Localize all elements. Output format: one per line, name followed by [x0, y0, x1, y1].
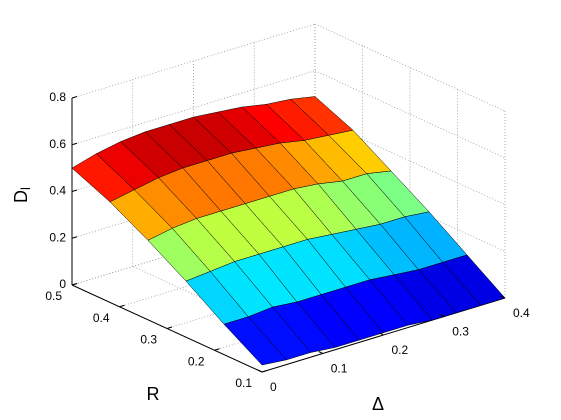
y-tick [71, 283, 78, 286]
x-tick [257, 369, 263, 373]
grid-line [314, 23, 506, 112]
x-axis-label: Δ [372, 394, 384, 414]
y-tick [166, 326, 173, 329]
x-tick-label: 0.4 [513, 306, 530, 320]
labels: 00.20.40.60.80.10.20.30.40.500.10.20.30.… [45, 90, 530, 394]
grid-line [314, 70, 506, 159]
z-tick-label: 0.4 [49, 184, 66, 198]
x-tick [318, 351, 323, 354]
z-tick-label: 0 [59, 277, 66, 291]
y-tick [214, 348, 220, 351]
y-tick-label: 0.3 [140, 333, 157, 347]
x-tick [500, 295, 506, 299]
x-tick-label: 0.1 [331, 362, 348, 376]
grid-line [71, 210, 316, 286]
x-tick-label: 0 [270, 380, 277, 394]
y-tick-label: 0.4 [93, 311, 110, 325]
grid-line [166, 254, 411, 329]
surface-cell [223, 316, 287, 366]
grid-line [119, 232, 363, 308]
grid-line [314, 117, 506, 205]
z-tick [71, 142, 78, 146]
y-tick [119, 304, 125, 308]
z-tick [71, 236, 78, 239]
grid-line [71, 70, 316, 146]
x-tick [379, 332, 384, 336]
z-tick [71, 96, 78, 99]
grid-line [132, 266, 323, 354]
y-tick-label: 0.5 [45, 289, 62, 303]
x-tick-label: 0.3 [452, 325, 469, 339]
z-axis-label: Dl [11, 187, 34, 203]
grid-line [314, 163, 506, 252]
grid-line [71, 163, 316, 239]
grid-line [71, 23, 316, 99]
z-label-sub: l [18, 187, 33, 190]
z-tick-label: 0.2 [49, 230, 66, 244]
y-tick [261, 370, 268, 373]
y-tick-label: 0.2 [188, 354, 205, 368]
surface [71, 96, 506, 366]
z-label-main: D [11, 190, 31, 203]
y-tick-label: 0.1 [235, 376, 252, 390]
z-tick-label: 0.8 [49, 90, 66, 104]
y-axis-label: R [147, 384, 160, 404]
z-tick [71, 189, 78, 192]
z-tick-label: 0.6 [49, 137, 66, 151]
x-tick-label: 0.2 [392, 343, 409, 357]
x-tick [440, 314, 445, 317]
